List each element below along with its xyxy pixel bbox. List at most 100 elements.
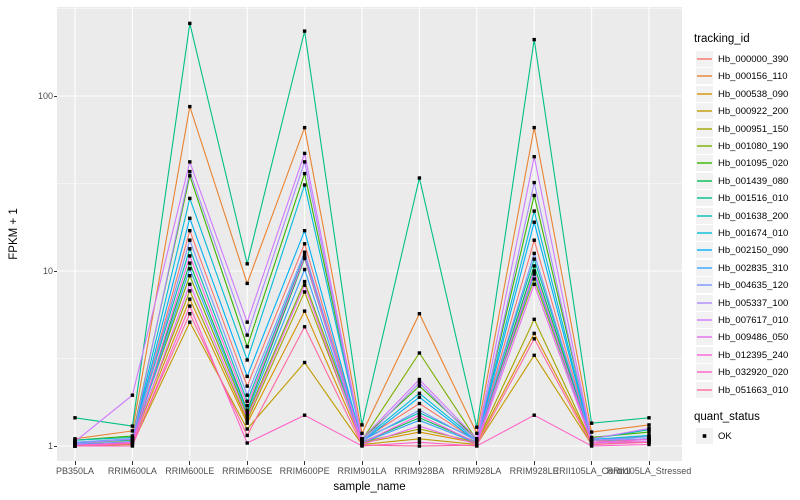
legend-item-label: Hb_000156_110 <box>718 71 788 83</box>
data-point <box>360 437 364 441</box>
data-point <box>188 312 192 316</box>
data-point <box>130 442 135 446</box>
legend-title-quant-status: quant_status <box>694 411 760 423</box>
data-point <box>188 160 192 164</box>
legend-item-label: Hb_000922_200 <box>718 106 789 118</box>
y-axis-title: FPKM + 1 <box>8 208 20 260</box>
data-point <box>302 255 307 259</box>
legend-item-label: Hb_005337_100 <box>718 297 789 309</box>
data-point <box>417 384 422 388</box>
data-point <box>245 333 249 337</box>
x-tick-mark <box>189 461 191 465</box>
data-point <box>302 242 307 246</box>
data-point <box>417 413 422 417</box>
line-swatch-icon <box>697 110 712 112</box>
data-point <box>188 289 192 293</box>
x-tick-mark <box>131 461 133 465</box>
data-point <box>188 174 192 178</box>
legend-swatch <box>696 103 713 120</box>
legend-swatch <box>696 364 713 381</box>
x-axis-title: sample_name <box>333 481 406 493</box>
data-point <box>302 171 307 176</box>
legend-item-label: Hb_009486_050 <box>718 332 789 344</box>
legend-item-label: Hb_004635_120 <box>718 280 789 292</box>
data-point <box>532 353 536 357</box>
data-point <box>302 250 307 254</box>
data-point <box>245 427 249 431</box>
legend-swatch <box>696 242 713 259</box>
legend-swatch <box>696 190 713 207</box>
data-point <box>532 220 536 224</box>
y-tick-label: 10 <box>42 265 53 276</box>
x-tick-label: PB350LA <box>55 466 95 476</box>
legend-item-label: Hb_007617_010 <box>718 315 789 326</box>
x-tick-mark <box>74 461 76 465</box>
legend-title-tracking-id: tracking_id <box>694 33 750 45</box>
data-point <box>589 442 594 447</box>
data-point <box>188 169 192 174</box>
line-swatch-icon <box>697 214 712 217</box>
data-point <box>417 418 422 423</box>
data-point <box>245 262 249 266</box>
x-tick-label: RRIM600LE <box>165 466 215 476</box>
data-point <box>188 229 192 233</box>
line-swatch-icon <box>697 371 712 373</box>
data-point <box>302 267 307 272</box>
data-point <box>589 421 594 425</box>
data-point <box>245 393 249 397</box>
x-tick-mark <box>648 461 650 465</box>
data-point <box>475 441 479 445</box>
legend-item-label: Hb_000538_090 <box>718 88 789 100</box>
data-point <box>302 413 307 417</box>
data-point <box>532 251 536 256</box>
data-point <box>130 424 135 428</box>
data-point <box>360 431 364 436</box>
data-point <box>245 418 249 423</box>
data-point <box>417 395 422 399</box>
data-point <box>532 337 536 341</box>
data-point <box>245 408 249 412</box>
data-point <box>302 125 307 130</box>
legend-swatch <box>696 294 713 311</box>
legend-swatch <box>696 277 713 294</box>
line-swatch-icon <box>697 93 712 95</box>
x-tick-mark <box>591 461 593 465</box>
legend-item-label: Hb_051663_010 <box>718 384 789 396</box>
line-swatch-icon <box>697 336 712 339</box>
legend-item-label: OK <box>718 431 732 442</box>
data-point <box>475 437 479 441</box>
legend-item-label: Hb_001095_020 <box>718 158 789 170</box>
data-point <box>417 440 422 444</box>
legend-swatch <box>696 120 713 137</box>
data-point <box>302 29 307 33</box>
data-point <box>417 176 422 180</box>
line-swatch-icon <box>697 267 712 269</box>
data-point <box>417 444 422 448</box>
data-point <box>417 312 422 316</box>
data-point <box>589 440 594 444</box>
data-point <box>647 442 651 447</box>
data-point <box>245 433 249 438</box>
legend-swatch <box>696 68 713 85</box>
x-tick-label: RRII105LA_Control <box>552 466 631 476</box>
data-point <box>532 413 536 417</box>
data-point <box>532 317 536 321</box>
legend-item-label: Hb_001674_010 <box>718 228 789 239</box>
data-point <box>475 443 479 447</box>
data-point <box>532 282 536 286</box>
x-tick-mark <box>361 461 363 465</box>
line-swatch-icon <box>697 354 712 356</box>
data-point <box>245 399 249 403</box>
data-point <box>188 274 192 278</box>
plot-panel <box>57 7 682 461</box>
data-point <box>245 374 249 379</box>
data-point <box>188 247 192 251</box>
x-tick-label: RRIM600SE <box>222 466 273 476</box>
data-point <box>417 351 422 355</box>
line-swatch-icon <box>697 145 712 147</box>
legend-item-label: Hb_001638_200 <box>718 210 789 222</box>
data-point <box>245 404 249 408</box>
data-point <box>417 391 422 395</box>
data-point <box>532 37 536 42</box>
legend-item-label: Hb_000951_150 <box>718 123 789 135</box>
